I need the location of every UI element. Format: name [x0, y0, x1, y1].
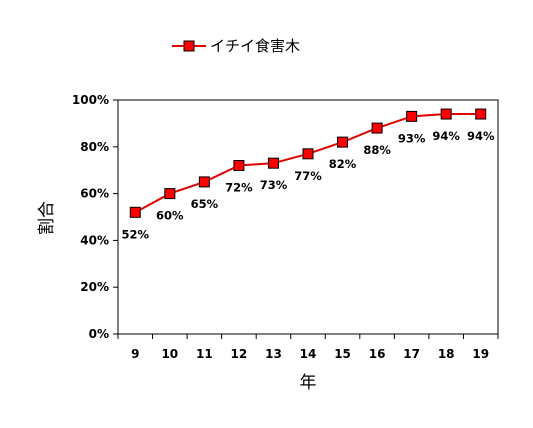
y-tick-label: 60% — [80, 187, 109, 201]
data-point — [337, 136, 349, 148]
x-tick-label: 17 — [403, 347, 420, 361]
data-label: 94% — [432, 129, 460, 143]
y-tick-label: 40% — [80, 233, 109, 247]
x-axis-title: 年 — [300, 373, 317, 393]
data-label: 93% — [398, 131, 426, 145]
data-label: 88% — [363, 143, 391, 157]
data-label: 82% — [329, 157, 357, 171]
y-tick-label: 20% — [80, 280, 109, 294]
data-point — [440, 108, 452, 120]
legend: イチイ食害木 — [172, 37, 300, 55]
data-point — [302, 148, 314, 160]
data-point — [198, 176, 210, 188]
y-axis-title: 割合 — [37, 201, 57, 235]
data-label: 60% — [156, 209, 184, 223]
y-tick-label: 100% — [72, 93, 109, 107]
x-tick-label: 15 — [334, 347, 351, 361]
y-tick-label: 80% — [80, 140, 109, 154]
data-label: 73% — [260, 178, 288, 192]
data-point — [406, 110, 418, 122]
y-tick-label: 0% — [89, 327, 109, 341]
legend-marker — [183, 40, 195, 52]
x-tick-label: 18 — [438, 347, 455, 361]
y-axis: 0% 20% 40% 60% 80% 100% — [72, 93, 118, 341]
x-axis: 9 10 11 12 13 14 15 16 17 18 19 — [117, 334, 499, 361]
data-point — [475, 108, 487, 120]
data-point — [129, 206, 141, 218]
x-tick-label: 10 — [161, 347, 178, 361]
x-tick-label: 9 — [131, 347, 139, 361]
x-tick-label: 11 — [196, 347, 213, 361]
x-tick-label: 19 — [472, 347, 489, 361]
data-label: 65% — [191, 197, 219, 211]
plot-area — [117, 99, 499, 335]
series-line — [134, 113, 481, 214]
x-tick-label: 12 — [231, 347, 248, 361]
data-label: 72% — [225, 181, 253, 195]
data-label: 94% — [467, 129, 495, 143]
legend-label: イチイ食害木 — [210, 37, 300, 55]
data-point — [164, 188, 176, 200]
data-label: 77% — [294, 169, 322, 183]
data-series: 52% 60% 65% 72% 73% 77% 82% 88% 93% 94% 94% — [122, 108, 495, 241]
data-label: 52% — [122, 227, 150, 241]
x-tick-label: 13 — [265, 347, 282, 361]
data-point — [267, 157, 279, 169]
data-point — [233, 160, 245, 172]
x-tick-label: 16 — [369, 347, 386, 361]
x-tick-label: 14 — [300, 347, 317, 361]
data-point — [371, 122, 383, 134]
